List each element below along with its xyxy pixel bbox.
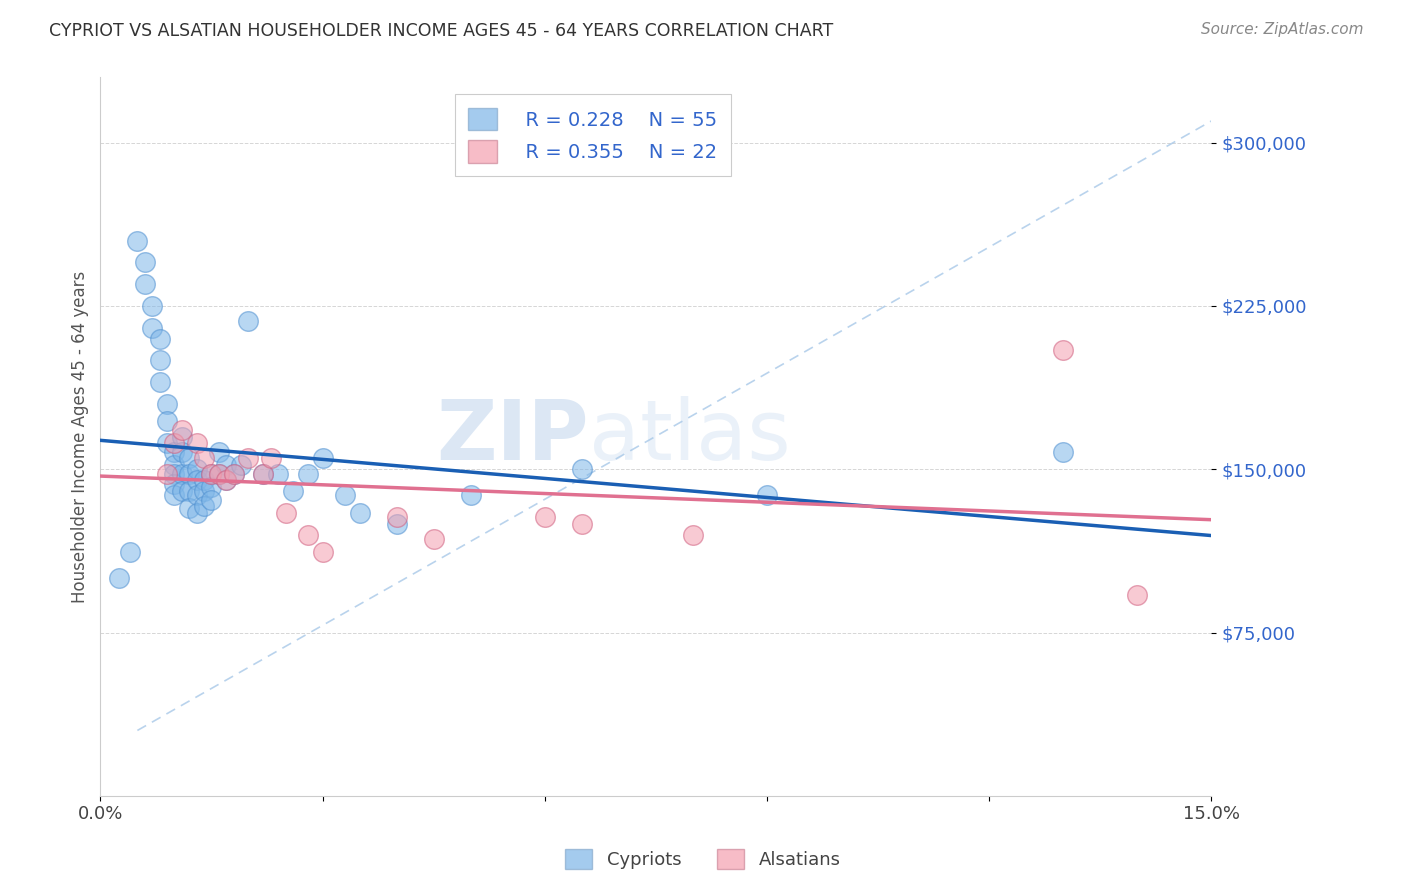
Point bbox=[222, 467, 245, 481]
Point bbox=[333, 488, 356, 502]
Point bbox=[163, 445, 186, 459]
Point bbox=[156, 467, 179, 481]
Legend:   R = 0.228    N = 55,   R = 0.355    N = 22: R = 0.228 N = 55, R = 0.355 N = 22 bbox=[454, 95, 731, 177]
Point bbox=[193, 473, 215, 487]
Point bbox=[141, 299, 163, 313]
Point bbox=[193, 483, 215, 498]
Point bbox=[193, 500, 215, 514]
Point bbox=[252, 467, 274, 481]
Text: Source: ZipAtlas.com: Source: ZipAtlas.com bbox=[1201, 22, 1364, 37]
Point bbox=[179, 483, 201, 498]
Text: ZIP: ZIP bbox=[437, 396, 589, 477]
Point bbox=[170, 445, 193, 459]
Point bbox=[756, 488, 779, 502]
Point bbox=[238, 314, 260, 328]
Point bbox=[193, 451, 215, 466]
Point bbox=[682, 527, 704, 541]
Point bbox=[200, 492, 222, 507]
Y-axis label: Householder Income Ages 45 - 64 years: Householder Income Ages 45 - 64 years bbox=[72, 270, 89, 603]
Point bbox=[163, 477, 186, 491]
Point bbox=[281, 483, 304, 498]
Point bbox=[297, 527, 319, 541]
Legend: Cypriots, Alsatians: Cypriots, Alsatians bbox=[557, 839, 849, 879]
Point bbox=[156, 414, 179, 428]
Point bbox=[208, 445, 231, 459]
Point bbox=[215, 473, 238, 487]
Point bbox=[170, 467, 193, 481]
Point bbox=[460, 488, 482, 502]
Point bbox=[311, 545, 333, 559]
Point bbox=[149, 332, 172, 346]
Point bbox=[200, 480, 222, 494]
Point bbox=[163, 458, 186, 472]
Point bbox=[163, 467, 186, 481]
Point bbox=[170, 423, 193, 437]
Point bbox=[108, 571, 131, 585]
Point bbox=[179, 501, 201, 516]
Point bbox=[1052, 445, 1074, 459]
Point bbox=[179, 451, 201, 466]
Point bbox=[252, 467, 274, 481]
Point bbox=[149, 353, 172, 368]
Point bbox=[200, 467, 222, 481]
Point bbox=[349, 506, 371, 520]
Point bbox=[571, 516, 593, 531]
Point bbox=[134, 277, 156, 292]
Point bbox=[385, 516, 408, 531]
Point bbox=[200, 467, 222, 481]
Point bbox=[127, 234, 149, 248]
Point bbox=[385, 510, 408, 524]
Point bbox=[1052, 343, 1074, 357]
Point bbox=[179, 467, 201, 481]
Point bbox=[163, 488, 186, 502]
Point bbox=[186, 473, 208, 487]
Point bbox=[229, 458, 252, 472]
Point bbox=[297, 467, 319, 481]
Point bbox=[1126, 589, 1149, 603]
Point bbox=[274, 506, 297, 520]
Point bbox=[208, 467, 231, 481]
Point bbox=[571, 462, 593, 476]
Point bbox=[260, 451, 283, 466]
Point bbox=[215, 458, 238, 472]
Point bbox=[163, 436, 186, 450]
Text: CYPRIOT VS ALSATIAN HOUSEHOLDER INCOME AGES 45 - 64 YEARS CORRELATION CHART: CYPRIOT VS ALSATIAN HOUSEHOLDER INCOME A… bbox=[49, 22, 834, 40]
Point bbox=[170, 483, 193, 498]
Point bbox=[186, 506, 208, 520]
Point bbox=[215, 473, 238, 487]
Point bbox=[186, 488, 208, 502]
Point bbox=[422, 532, 444, 546]
Point bbox=[156, 397, 179, 411]
Point bbox=[238, 451, 260, 466]
Point bbox=[311, 451, 333, 466]
Text: atlas: atlas bbox=[589, 396, 792, 477]
Point bbox=[118, 545, 141, 559]
Point bbox=[156, 436, 179, 450]
Point bbox=[134, 255, 156, 269]
Point bbox=[208, 467, 231, 481]
Point bbox=[186, 436, 208, 450]
Point bbox=[149, 375, 172, 389]
Point bbox=[170, 429, 193, 443]
Point bbox=[186, 462, 208, 476]
Point bbox=[533, 510, 555, 524]
Point bbox=[267, 467, 290, 481]
Point bbox=[222, 467, 245, 481]
Point bbox=[141, 320, 163, 334]
